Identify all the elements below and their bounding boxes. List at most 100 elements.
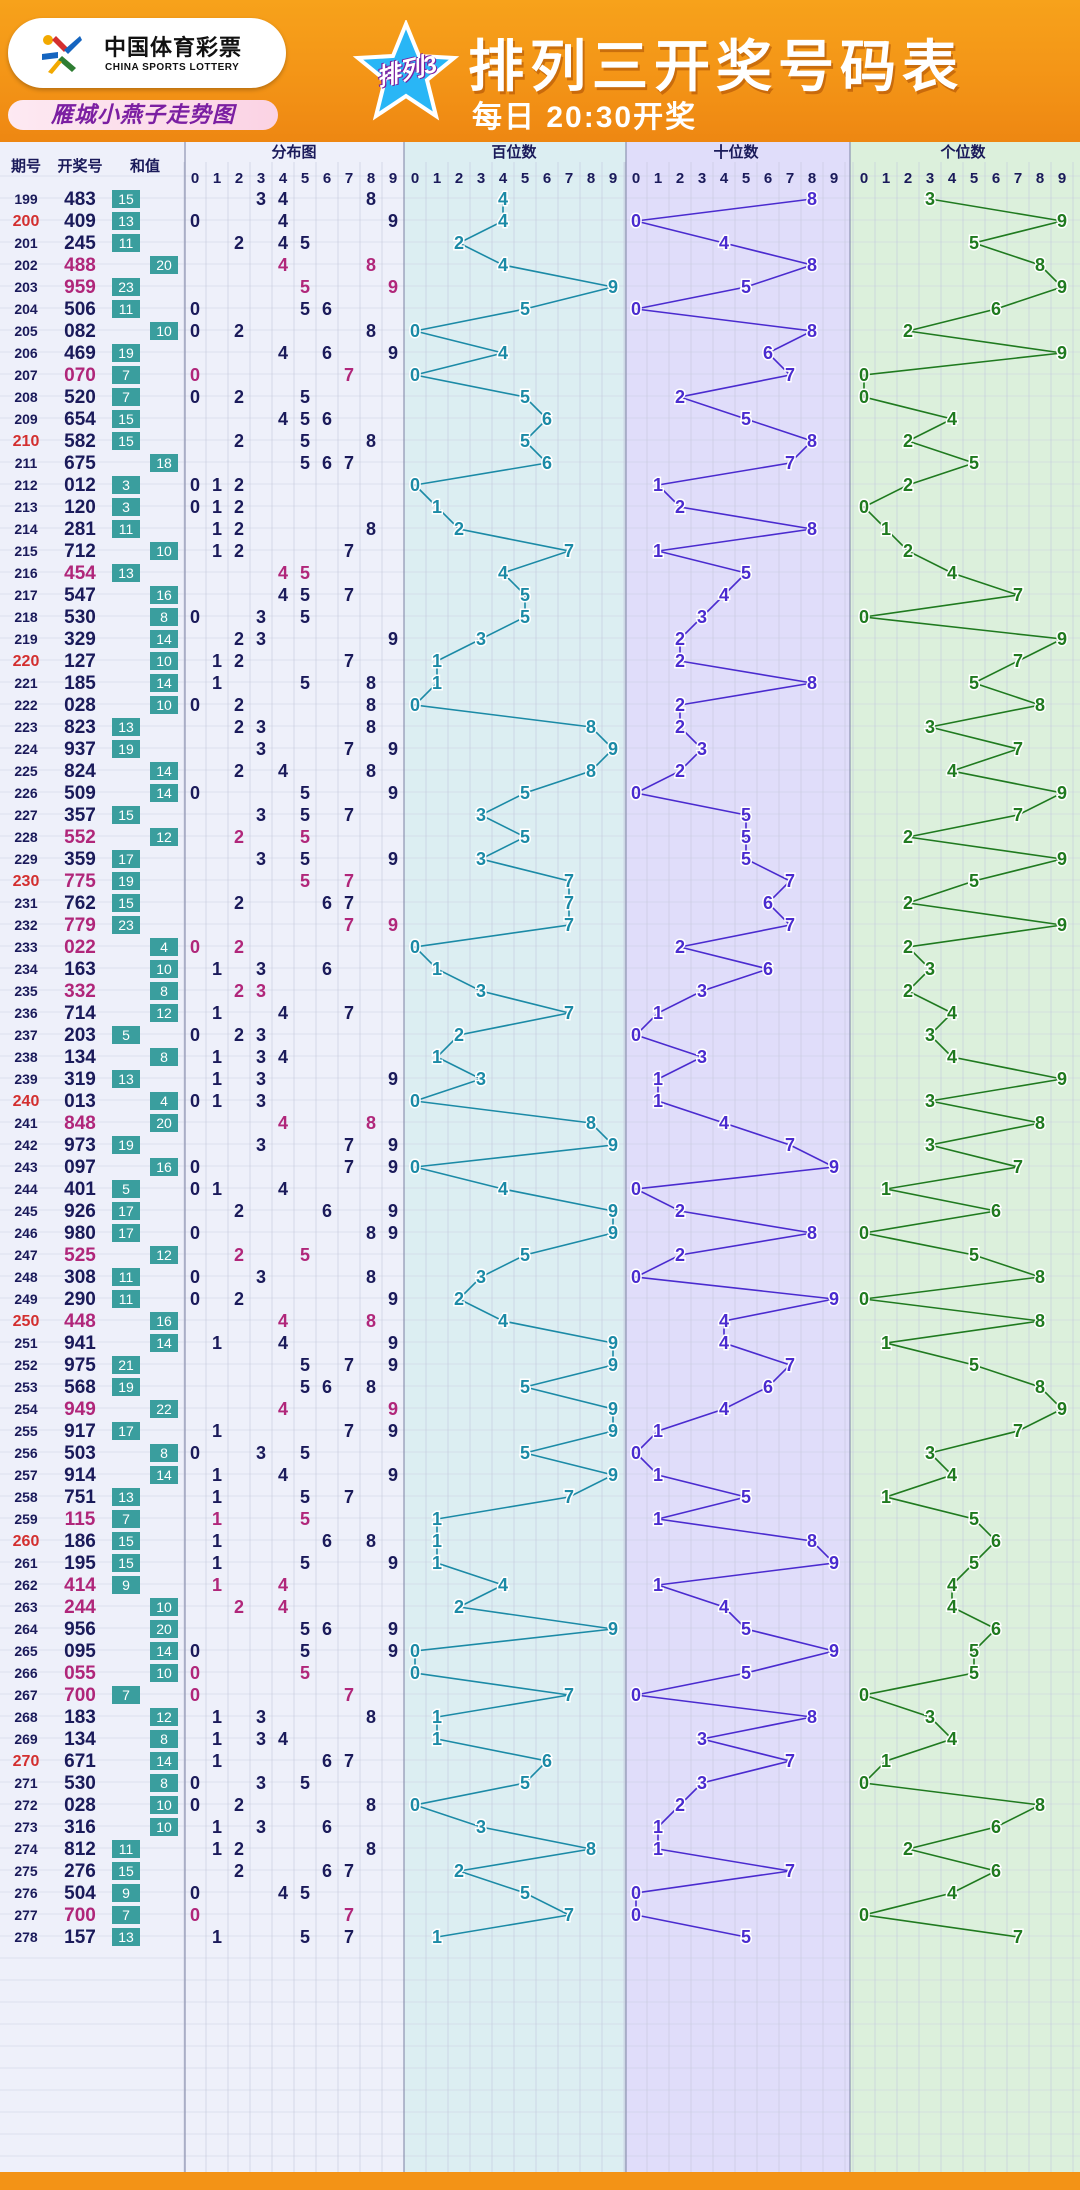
tens-point: 0 [631,299,641,319]
number-cell: 276 [64,1861,96,1882]
ones-point: 1 [881,519,891,539]
ones-point: 3 [925,189,935,209]
period-cell: 263 [14,1599,38,1615]
sum-value: 20 [156,257,172,273]
distribution-digit: 7 [344,1861,354,1881]
sum-value: 11 [119,521,134,537]
number-cell: 937 [64,739,96,760]
sum-badge [112,1136,140,1154]
digit-header: 6 [323,170,331,187]
distribution-digit: 6 [322,1861,332,1881]
distribution-digit: 5 [300,1553,310,1573]
hundreds-point: 7 [564,1905,574,1925]
distribution-digit: 3 [256,1047,266,1067]
number-cell: 671 [64,1751,96,1772]
distribution-digit: 5 [300,1487,310,1507]
distribution-digit: 0 [190,365,200,385]
sum-value: 14 [156,675,172,691]
distribution-digit: 4 [278,1883,288,1903]
number-cell: 195 [64,1553,96,1574]
digit-header: 3 [477,170,485,187]
ones-point: 1 [881,1487,891,1507]
tens-point: 8 [807,673,817,693]
distribution-digit: 9 [388,915,398,935]
sum-value: 21 [118,1357,134,1373]
sum-badge [112,278,140,296]
tens-point: 6 [763,959,773,979]
distribution-digit: 0 [190,475,200,495]
digit-header: 6 [764,170,772,187]
tens-point: 6 [763,1377,773,1397]
ones-point: 5 [969,1355,979,1375]
period-cell: 248 [14,1269,38,1285]
number-cell: 414 [64,1575,96,1596]
period-cell: 262 [14,1577,38,1593]
period-cell: 213 [14,499,38,515]
distribution-digit: 1 [212,1839,222,1859]
number-cell: 823 [64,717,96,738]
sum-value: 13 [118,1489,134,1505]
digit-header: 5 [301,170,309,187]
sum-badge [112,1026,140,1044]
number-cell: 163 [64,959,96,980]
period-cell: 211 [15,455,38,471]
sum-value: 10 [156,697,172,713]
distribution-digit: 5 [300,1377,310,1397]
digit-header: 8 [808,170,816,187]
distribution-digit: 9 [388,629,398,649]
hundreds-column-header: 百位数 [491,143,537,161]
distribution-digit: 6 [322,959,332,979]
distribution-digit: 0 [190,1685,200,1705]
period-cell: 212 [14,477,38,493]
distribution-digit: 7 [344,1135,354,1155]
distribution-digit: 7 [344,453,354,473]
period-cell: 277 [14,1907,38,1923]
hundreds-point: 9 [608,1201,618,1221]
distribution-digit: 2 [234,519,244,539]
distribution-digit: 4 [278,761,288,781]
distribution-digit: 5 [300,233,310,253]
ones-column-header: 个位数 [939,143,986,161]
distribution-digit: 2 [234,497,244,517]
number-cell: 055 [64,1663,96,1684]
sum-badge [112,850,140,868]
hundreds-point: 9 [608,1333,618,1353]
period-cell: 205 [14,323,38,339]
distribution-digit: 9 [388,1421,398,1441]
ones-point: 5 [969,1553,979,1573]
distribution-digit: 2 [234,981,244,1001]
sum-value: 10 [156,1665,172,1681]
column-headers: 期号 开奖号 和值 分布图 百位数 十位数 个位数 [11,143,987,175]
hundreds-point: 6 [542,453,552,473]
period-cell: 199 [14,191,38,207]
distribution-digit: 0 [190,1091,200,1111]
tens-point: 0 [631,1905,641,1925]
hundreds-point: 5 [520,1773,530,1793]
distribution-digit: 4 [278,1575,288,1595]
distribution-digit: 8 [366,1311,376,1331]
sum-value: 3 [122,499,130,515]
distribution-digit: 6 [322,453,332,473]
distribution-digit: 3 [256,607,266,627]
distribution-digit: 1 [212,1575,222,1595]
sum-badge [150,1642,178,1660]
distribution-digit: 2 [234,1597,244,1617]
period-cell: 247 [14,1247,38,1263]
distribution-digit: 2 [234,1289,244,1309]
footer-bar [0,2172,1080,2190]
sum-badge [112,1224,140,1242]
ones-point: 6 [991,1531,1001,1551]
period-column-header: 期号 [11,157,41,175]
distribution-digit: 2 [234,233,244,253]
ones-point: 4 [947,1883,957,1903]
tens-point: 7 [785,1861,795,1881]
hundreds-point: 7 [564,1685,574,1705]
hundreds-point: 5 [520,431,530,451]
distribution-digit: 4 [278,1333,288,1353]
period-cell: 240 [13,1093,40,1110]
number-cell: 926 [64,1201,96,1222]
hundreds-point: 4 [498,1179,508,1199]
distribution-digit: 5 [300,387,310,407]
sum-badge [150,1400,178,1418]
